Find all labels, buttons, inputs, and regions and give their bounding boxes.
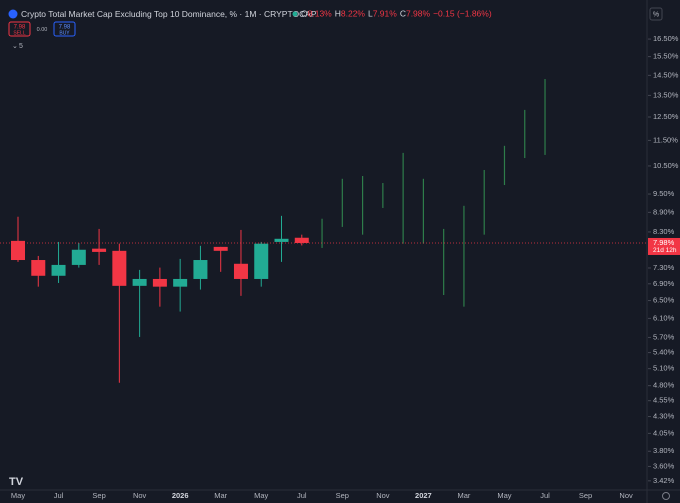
ohlc-key: H bbox=[335, 9, 341, 19]
ohlc-key: C bbox=[400, 9, 406, 19]
chart-title: Crypto Total Market Cap Excluding Top 10… bbox=[21, 9, 317, 19]
candle-body bbox=[274, 238, 289, 242]
y-tick-label: 6.90% bbox=[653, 279, 675, 288]
status-dot bbox=[292, 11, 298, 17]
x-tick-label: Nov bbox=[133, 491, 147, 500]
y-tick-label: 13.50% bbox=[653, 90, 679, 99]
x-tick-label: Jul bbox=[54, 491, 64, 500]
y-tick-label: 15.50% bbox=[653, 52, 679, 61]
y-tick-label: 3.60% bbox=[653, 461, 675, 470]
y-tick-label: 12.50% bbox=[653, 112, 679, 121]
x-tick-label: May bbox=[497, 491, 511, 500]
candle-body bbox=[152, 278, 167, 287]
countdown: 21d 12h bbox=[653, 247, 677, 254]
candle-body bbox=[11, 240, 25, 261]
last-price-box bbox=[648, 237, 680, 255]
candle-body bbox=[71, 249, 86, 265]
y-tick-label: 9.50% bbox=[653, 189, 675, 198]
y-tick-label: 8.30% bbox=[653, 227, 675, 236]
y-tick-label: 4.05% bbox=[653, 428, 675, 437]
ohlc-value: 7.91% bbox=[373, 9, 398, 19]
x-tick-label: May bbox=[11, 491, 25, 500]
candle-body bbox=[294, 237, 309, 243]
ohlc-value: 8.22% bbox=[341, 9, 366, 19]
y-tick-label: 7.30% bbox=[653, 263, 675, 272]
candle-body bbox=[51, 264, 66, 276]
ohlc-key: L bbox=[368, 9, 373, 19]
candle-body bbox=[92, 248, 107, 252]
candle-body bbox=[112, 250, 127, 286]
spread: 0.00 bbox=[37, 27, 48, 33]
buy-label: BUY bbox=[59, 30, 70, 36]
x-tick-label: Nov bbox=[619, 491, 633, 500]
x-tick-label: 2026 bbox=[172, 491, 189, 500]
indicator-count[interactable]: 5 bbox=[19, 43, 23, 50]
buy-button[interactable] bbox=[53, 21, 76, 37]
x-tick-label: Sep bbox=[579, 491, 592, 500]
indicator-toggle[interactable]: ⌄ bbox=[12, 43, 18, 50]
y-tick-label: 5.10% bbox=[653, 364, 675, 373]
x-tick-label: Jul bbox=[540, 491, 550, 500]
candle-body bbox=[193, 260, 208, 279]
x-tick-label: Nov bbox=[376, 491, 390, 500]
candle-body bbox=[233, 263, 248, 279]
y-tick-label: 3.42% bbox=[653, 476, 675, 485]
x-tick-label: May bbox=[254, 491, 268, 500]
y-tick-label: 4.55% bbox=[653, 396, 675, 405]
y-tick-label: 11.50% bbox=[653, 135, 678, 144]
x-tick-label: Mar bbox=[214, 491, 227, 500]
candle-body bbox=[213, 246, 228, 251]
sell-price: 7.98 bbox=[14, 25, 26, 31]
candle-body bbox=[31, 260, 46, 276]
candle-body bbox=[173, 278, 188, 287]
y-tick-label: 4.80% bbox=[653, 381, 675, 390]
scale-button-label: % bbox=[653, 11, 659, 18]
candle-body bbox=[254, 243, 269, 279]
x-tick-label: 2027 bbox=[415, 491, 432, 500]
ohlc-legend: O8.13% H8.22% L7.91% C7.98% −0.15 (−1.86%) bbox=[301, 9, 492, 19]
y-tick-label: 5.70% bbox=[653, 332, 675, 341]
y-tick-label: 6.50% bbox=[653, 296, 675, 305]
y-tick-label: 5.40% bbox=[653, 348, 675, 357]
ohlc-key: O bbox=[301, 9, 308, 19]
x-tick-label: Jul bbox=[297, 491, 307, 500]
y-tick-label: 6.10% bbox=[653, 313, 675, 322]
candle-body bbox=[132, 278, 147, 286]
symbol-icon[interactable] bbox=[8, 9, 18, 19]
x-tick-label: Mar bbox=[457, 491, 470, 500]
ohlc-value: 8.13% bbox=[308, 9, 333, 19]
y-tick-label: 4.30% bbox=[653, 412, 675, 421]
buy-price: 7.98 bbox=[59, 25, 71, 31]
logo[interactable]: TV bbox=[9, 476, 24, 488]
last-price-label: 7.98% bbox=[653, 238, 675, 247]
x-tick-label: Sep bbox=[92, 491, 105, 500]
scale-button[interactable] bbox=[649, 7, 663, 21]
sell-button[interactable] bbox=[8, 21, 31, 37]
y-tick-label: 8.90% bbox=[653, 207, 675, 216]
change: −0.15 (−1.86%) bbox=[433, 9, 492, 19]
y-tick-label: 16.50% bbox=[653, 34, 679, 43]
sell-label: SELL bbox=[13, 30, 25, 36]
settings-icon[interactable] bbox=[662, 492, 670, 500]
ohlc-value: 7.98% bbox=[406, 9, 431, 19]
x-tick-label: Sep bbox=[336, 491, 349, 500]
y-tick-label: 3.80% bbox=[653, 446, 675, 455]
y-tick-label: 14.50% bbox=[653, 70, 679, 79]
y-tick-label: 10.50% bbox=[653, 161, 679, 170]
